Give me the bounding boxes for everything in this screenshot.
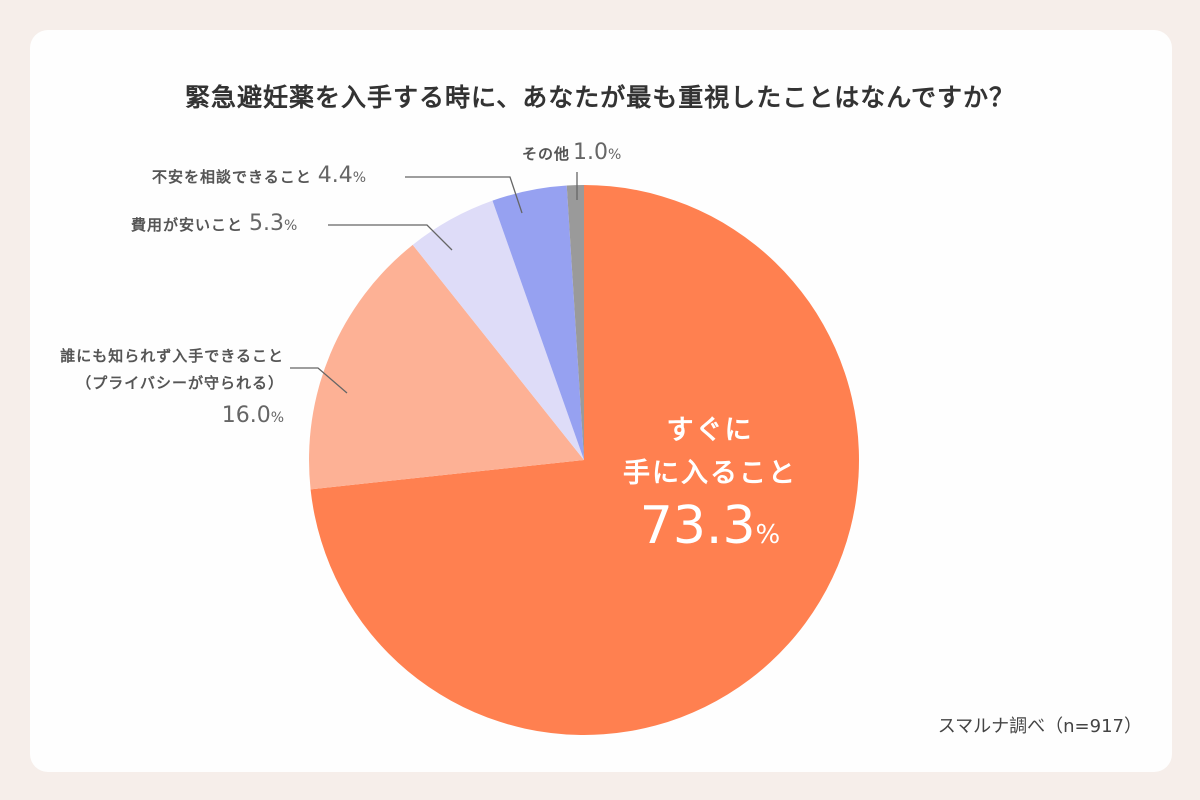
slice-main bbox=[310, 185, 860, 735]
label-other: その他 1.0% bbox=[522, 140, 622, 165]
slice-privacy bbox=[309, 244, 584, 490]
slice-cheap bbox=[412, 200, 584, 460]
pie-slices bbox=[309, 185, 860, 735]
slice-other bbox=[566, 185, 584, 460]
chart-title: 緊急避妊薬を入手する時に、あなたが最も重視したことはなんですか？ bbox=[184, 83, 1015, 112]
source-note: スマルナ調べ（n=917） bbox=[937, 716, 1142, 737]
leader-line-consult bbox=[405, 176, 523, 214]
leader-line-privacy bbox=[290, 367, 348, 394]
label-main: すぐに 手に入ること 73.3% bbox=[623, 415, 797, 556]
label-privacy: 誰にも知られず入手できること （プライバシーが守られる） 16.0% bbox=[60, 347, 284, 428]
label-cheap: 費用が安いこと 5.3% bbox=[131, 211, 298, 236]
label-consult: 不安を相談できること 4.4% bbox=[152, 163, 367, 188]
leader-line-cheap bbox=[328, 224, 453, 251]
slice-consult bbox=[492, 185, 584, 460]
